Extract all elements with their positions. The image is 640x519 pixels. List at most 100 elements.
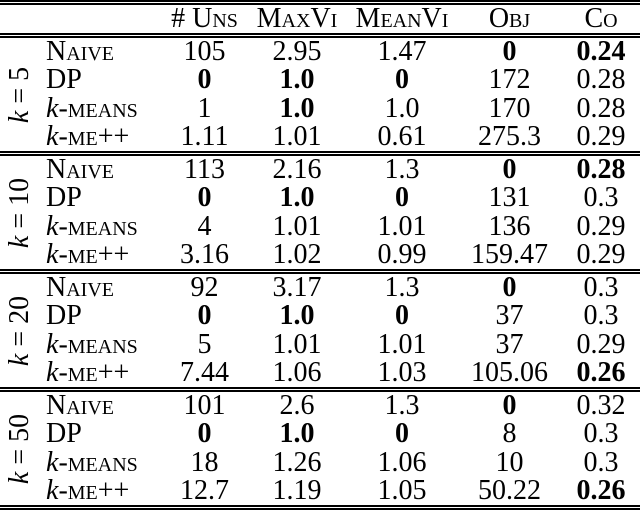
rotated-k-label: k = 20 [4, 295, 35, 366]
table-row: k-means 5 1.01 1.01 37 0.29 [0, 328, 640, 360]
method-label: Naive [40, 36, 162, 67]
method-italic: k [46, 475, 59, 506]
method-text: -me++ [58, 121, 130, 152]
cell-maxvi: 2.6 [279, 390, 315, 421]
table-row: DP 0 1.0 0 172 0.28 [0, 66, 640, 95]
cell-co: 0.26 [576, 475, 626, 506]
method-label: k-means [40, 448, 162, 478]
method-italic: k [46, 328, 59, 360]
rotated-k-label: k = 50 [4, 413, 35, 484]
cell-meanvi: 1.06 [377, 446, 427, 478]
k-group-label: k = 10 [0, 154, 40, 272]
k-value: = 20 [4, 295, 35, 354]
cell-maxvi: 1.02 [272, 239, 322, 270]
cell-obj: 105.06 [471, 357, 548, 388]
cell-uns: 0 [197, 182, 212, 214]
method-text: -means [58, 328, 138, 360]
k-group-label: k = 5 [0, 36, 40, 154]
cell-uns: 0 [197, 418, 212, 450]
cell-meanvi: 1.05 [377, 475, 427, 506]
k-symbol: k [4, 471, 35, 484]
table-row: k-me++ 12.7 1.19 1.05 50.22 0.26 [0, 477, 640, 508]
cell-maxvi: 1.26 [272, 446, 322, 478]
method-label: DP [40, 184, 162, 213]
cell-meanvi: 0 [395, 182, 409, 214]
cell-obj: 275.3 [478, 121, 541, 152]
cell-co: 0.29 [576, 210, 626, 242]
table-row: k-means 18 1.26 1.06 10 0.3 [0, 446, 640, 478]
method-text: Naive [46, 272, 114, 303]
method-label: k-me++ [40, 241, 162, 272]
k-group-label: k = 50 [0, 390, 40, 508]
method-text: Naive [46, 390, 114, 421]
header-co: Co [584, 3, 618, 34]
method-italic: k [46, 121, 59, 152]
method-text: DP [46, 300, 82, 332]
k-symbol: k [4, 235, 35, 248]
cell-co: 0.3 [583, 300, 619, 332]
cell-maxvi: 1.0 [279, 92, 315, 124]
method-label: k-me++ [40, 477, 162, 508]
cell-meanvi: 1.01 [377, 210, 427, 242]
cell-obj: 159.47 [471, 239, 548, 270]
cell-maxvi: 1.01 [272, 121, 322, 152]
cell-co: 0.26 [576, 357, 626, 388]
cell-obj: 172 [488, 64, 531, 96]
cell-uns: 1 [197, 92, 212, 124]
cell-co: 0.28 [576, 64, 626, 96]
method-italic: k [46, 92, 59, 124]
cell-maxvi: 1.0 [279, 182, 315, 214]
cell-meanvi: 1.01 [377, 328, 427, 360]
k-value: = 50 [4, 413, 35, 472]
cell-maxvi: 1.01 [272, 210, 322, 242]
group-k50: k = 50 Naive 101 2.6 1.3 0 0.32 DP 0 1.0… [0, 389, 640, 508]
cell-meanvi: 0 [395, 418, 409, 450]
cell-maxvi: 2.95 [272, 36, 322, 67]
method-text: Naive [46, 36, 114, 67]
header-maxvi: MaxVi [256, 3, 338, 34]
k-value: = 5 [4, 66, 35, 111]
cell-co: 0.29 [576, 328, 626, 360]
method-label: k-me++ [40, 123, 162, 154]
table-row: k = 20 Naive 92 3.17 1.3 0 0.3 [0, 272, 640, 366]
cell-obj: 0 [502, 272, 517, 303]
cell-co: 0.29 [576, 121, 626, 152]
cell-meanvi: 0.61 [377, 121, 427, 152]
cell-co: 0.3 [583, 446, 619, 478]
header-k-spacer [0, 3, 40, 36]
method-label: DP [40, 302, 162, 331]
cell-obj: 0 [502, 390, 517, 421]
method-text: -me++ [58, 475, 130, 506]
method-text: DP [46, 64, 82, 96]
method-text: -me++ [58, 357, 130, 388]
cell-obj: 0 [502, 36, 517, 67]
cell-uns: 1.11 [180, 121, 229, 152]
method-label: Naive [40, 272, 162, 303]
cell-obj: 8 [502, 418, 517, 450]
table-row: k = 10 Naive 113 2.16 1.3 0 0.28 [0, 154, 640, 248]
table-row: k-means 4 1.01 1.01 136 0.29 [0, 210, 640, 242]
cell-co: 0.24 [576, 36, 626, 67]
cell-co: 0.3 [583, 418, 619, 450]
header-uns: # Uns [171, 3, 238, 34]
cell-co: 0.32 [576, 390, 626, 421]
cell-meanvi: 1.3 [384, 154, 420, 185]
cell-maxvi: 1.01 [272, 328, 322, 360]
cell-maxvi: 3.17 [272, 272, 322, 303]
method-text: DP [46, 182, 82, 214]
table-header: # Uns MaxVi MeanVi Obj Co [0, 3, 640, 36]
cell-meanvi: 0 [395, 300, 409, 332]
cell-co: 0.3 [583, 272, 619, 303]
cell-maxvi: 1.06 [272, 357, 322, 388]
group-k5: k = 5 Naive 105 2.95 1.47 0 0.24 DP 0 1.… [0, 36, 640, 154]
method-italic: k [46, 239, 59, 270]
k-symbol: k [4, 110, 35, 123]
cell-meanvi: 1.0 [384, 92, 420, 124]
cell-maxvi: 1.0 [279, 300, 315, 332]
method-label: Naive [40, 154, 162, 185]
k-value: = 10 [4, 177, 35, 236]
method-label: k-means [40, 328, 162, 360]
method-label: k-means [40, 92, 162, 124]
cell-uns: 3.16 [180, 239, 229, 270]
k-symbol: k [4, 353, 35, 366]
